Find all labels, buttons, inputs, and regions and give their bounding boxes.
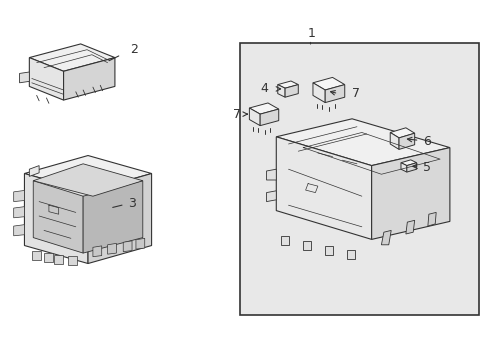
Polygon shape xyxy=(285,85,298,97)
Polygon shape xyxy=(33,164,142,196)
Text: 2: 2 xyxy=(130,43,138,56)
Polygon shape xyxy=(277,81,298,88)
Polygon shape xyxy=(20,72,29,83)
Polygon shape xyxy=(249,103,278,114)
Polygon shape xyxy=(29,58,63,100)
Polygon shape xyxy=(277,85,285,97)
Polygon shape xyxy=(266,169,276,180)
Polygon shape xyxy=(427,212,435,226)
Text: 3: 3 xyxy=(128,197,136,210)
Polygon shape xyxy=(24,156,151,192)
Text: 4: 4 xyxy=(260,82,267,95)
Polygon shape xyxy=(312,83,325,103)
Polygon shape xyxy=(325,85,344,103)
Polygon shape xyxy=(83,181,142,253)
Polygon shape xyxy=(405,220,414,234)
Polygon shape xyxy=(54,255,62,264)
Polygon shape xyxy=(266,191,276,202)
Text: 5: 5 xyxy=(422,161,430,174)
Polygon shape xyxy=(249,108,260,126)
Polygon shape xyxy=(381,230,390,245)
Polygon shape xyxy=(281,236,288,245)
Polygon shape xyxy=(14,190,24,202)
Text: 1: 1 xyxy=(307,27,315,40)
Polygon shape xyxy=(123,241,132,252)
Polygon shape xyxy=(276,137,371,239)
FancyBboxPatch shape xyxy=(239,43,478,315)
Polygon shape xyxy=(33,181,83,253)
Text: 7: 7 xyxy=(351,87,359,100)
Polygon shape xyxy=(346,250,354,259)
Polygon shape xyxy=(400,163,406,172)
Polygon shape xyxy=(276,119,449,166)
Polygon shape xyxy=(93,246,102,257)
Polygon shape xyxy=(389,128,414,138)
Polygon shape xyxy=(68,256,77,265)
Polygon shape xyxy=(325,246,332,255)
Polygon shape xyxy=(136,238,144,249)
Polygon shape xyxy=(400,160,416,166)
Polygon shape xyxy=(24,174,88,264)
Polygon shape xyxy=(29,166,39,176)
Polygon shape xyxy=(398,133,414,149)
Polygon shape xyxy=(260,109,278,126)
Polygon shape xyxy=(303,241,310,250)
Polygon shape xyxy=(312,77,344,90)
Polygon shape xyxy=(389,132,398,149)
Polygon shape xyxy=(32,251,41,260)
Polygon shape xyxy=(44,253,53,262)
Polygon shape xyxy=(14,225,24,236)
Polygon shape xyxy=(406,163,416,172)
Polygon shape xyxy=(29,44,115,71)
Polygon shape xyxy=(63,58,115,100)
Text: 6: 6 xyxy=(422,135,430,148)
Polygon shape xyxy=(14,207,24,218)
Polygon shape xyxy=(371,148,449,239)
Polygon shape xyxy=(107,243,116,254)
Polygon shape xyxy=(88,174,151,264)
Text: 7: 7 xyxy=(232,108,240,121)
